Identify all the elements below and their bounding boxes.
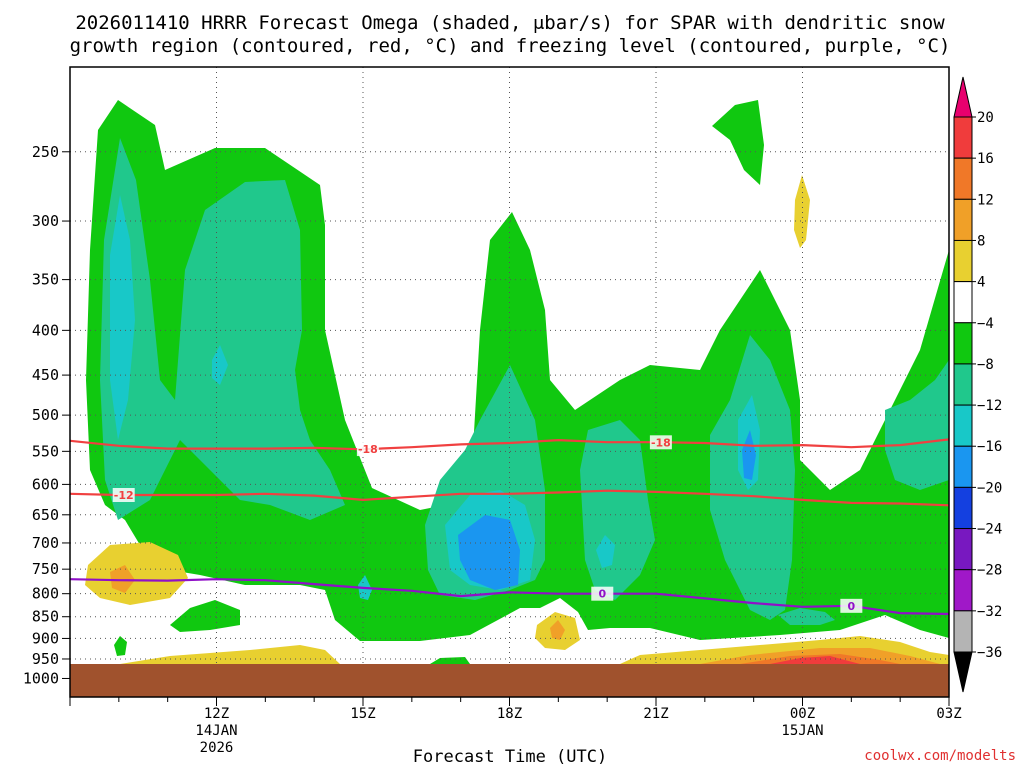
colorbar-bin (953, 486, 973, 530)
y-tick-label: 350 (32, 271, 59, 289)
y-tick-label: 600 (32, 475, 59, 493)
y-tick-label: 250 (32, 143, 59, 161)
omega-region-orange-west (110, 565, 135, 593)
contour-label-bg (356, 442, 379, 457)
y-tick-label: 450 (32, 366, 59, 384)
colorbar-bin (953, 569, 973, 612)
omega-region-green-northeast (712, 100, 764, 185)
omega-region-teal-far-east (885, 360, 949, 490)
y-tick-label: 550 (32, 442, 59, 460)
omega-region-cyan-west (110, 195, 135, 440)
omega-region-teal-small (778, 608, 835, 625)
chart-title-line-2: growth region (contoured, red, °C) and f… (70, 35, 951, 57)
x-tick-label: 12Z (204, 706, 229, 722)
omega-region-cyan-small (212, 345, 228, 385)
colorbar-label: −36 (977, 645, 1002, 661)
colorbar-label: −32 (977, 604, 1002, 620)
x-tick-label: 2026 (200, 740, 234, 756)
omega-region-red-ground-east (770, 656, 860, 664)
contour-label: 0 (598, 588, 606, 601)
omega-region-yellow-west (85, 542, 188, 605)
colorbar-label: 4 (977, 275, 985, 291)
colorbar-label: −8 (977, 357, 994, 373)
y-tick-label: 300 (32, 212, 59, 230)
x-tick-label: 21Z (643, 706, 668, 722)
colorbar-bin (953, 198, 973, 241)
colorbar-label: −20 (977, 480, 1002, 496)
omega-region-blue-east (742, 430, 756, 480)
colorbar-label: 12 (977, 192, 994, 208)
colorbar-bin (953, 404, 973, 447)
colorbar-bin (953, 281, 973, 324)
colorbar-label: −24 (977, 522, 1002, 538)
omega-region-green-sw-lobe (170, 600, 240, 632)
colorbar-bin (953, 116, 973, 159)
colorbar-top-arrow (953, 76, 973, 118)
contour-label-bg (591, 586, 614, 601)
y-tick-label: 750 (32, 560, 59, 578)
omega-region-orange-mid (550, 620, 565, 640)
x-axis-label: Forecast Time (UTC) (413, 747, 607, 767)
x-tick-label: 18Z (497, 706, 522, 722)
contour-label: 0 (848, 600, 856, 613)
y-tick-label: 950 (32, 650, 59, 668)
y-tick-label: 400 (32, 321, 59, 339)
x-tick-label: 15JAN (781, 723, 823, 739)
colorbar-label: −12 (977, 398, 1002, 414)
colorbar-label: 16 (977, 151, 994, 167)
y-tick-label: 700 (32, 534, 59, 552)
colorbar-bin (953, 528, 973, 571)
y-tick-label: 900 (32, 629, 59, 647)
contour-label: -18 (651, 436, 671, 449)
chart-title-line-1: 2026011410 HRRR Forecast Omega (shaded, … (75, 12, 945, 34)
colorbar-bottom-arrow (953, 651, 973, 693)
y-tick-label: 800 (32, 585, 59, 603)
omega-shading (85, 100, 949, 664)
colorbar-label: −28 (977, 563, 1002, 579)
colorbar-label: 8 (977, 233, 985, 249)
omega-region-yellow-high (794, 175, 810, 248)
y-tick-label: 1000 (23, 669, 59, 687)
y-tick-label: 500 (32, 406, 59, 424)
colorbar-label: 20 (977, 110, 994, 126)
temperature-contours: -18 -18 -12 0 0 (70, 435, 949, 616)
omega-region-teal-west (100, 138, 345, 520)
colorbar-bin (953, 322, 973, 365)
omega-region-blue-center (458, 515, 520, 590)
x-tick-label: 00Z (790, 706, 815, 722)
contour-line (70, 438, 949, 451)
x-tick-label: 03Z (936, 706, 961, 722)
contour-label-bg (649, 435, 672, 450)
contour-label: -18 (358, 443, 378, 456)
colorbar-bin (953, 445, 973, 488)
colorbar-label: −16 (977, 439, 1002, 455)
colorbar-bin (953, 157, 973, 200)
y-tick-label: 650 (32, 506, 59, 524)
colorbar: 20 16 12 8 4 −4 −8 −12 −16 −20 −24 −28 −32 −36 (953, 76, 1002, 693)
colorbar-bin (953, 363, 973, 406)
y-axis-ticks: 250 300 350 400 450 500 550 600 650 700 750 800 850 9… (23, 143, 70, 687)
source-credit[interactable]: coolwx.com/modelts (864, 748, 1016, 764)
colorbar-bin (953, 239, 973, 283)
contour-label-bg (112, 488, 135, 503)
y-tick-label: 850 (32, 608, 59, 626)
colorbar-bin (953, 610, 973, 653)
x-tick-label: 14JAN (195, 723, 237, 739)
colorbar-label: −4 (977, 316, 994, 332)
contour-label-bg (840, 598, 863, 613)
omega-region-green-blob (114, 636, 127, 656)
contour-label: -12 (114, 489, 134, 502)
ground-fill (70, 664, 949, 697)
contour-line (70, 489, 949, 507)
x-tick-label: 15Z (350, 706, 375, 722)
